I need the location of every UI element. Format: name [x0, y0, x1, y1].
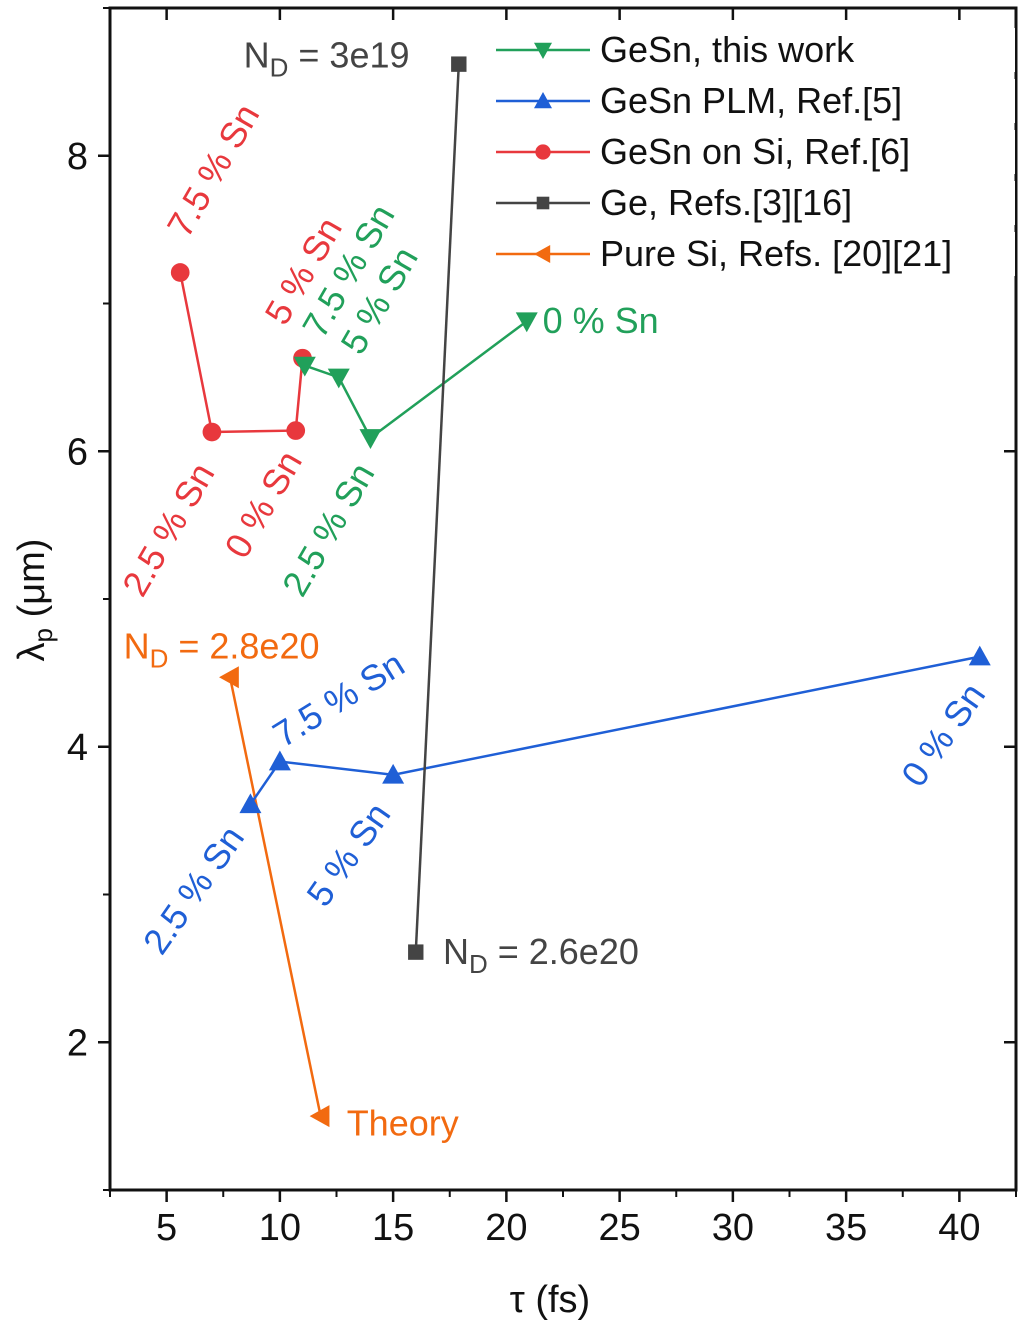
- doping-label-sub: D: [150, 643, 169, 673]
- series-line: [178, 272, 304, 434]
- series-line: [249, 655, 981, 806]
- triangle-left-marker: [534, 245, 551, 263]
- triangle-down-marker: [515, 312, 538, 333]
- legend-label: GeSn on Si, Ref.[6]: [600, 131, 910, 172]
- triangle-up-marker: [968, 645, 991, 666]
- annotation-label: 2.5 % Sn: [135, 818, 252, 961]
- legend-label: GeSn, this work: [600, 29, 855, 70]
- legend-item: Ge, Refs.[3][16]: [490, 181, 1015, 225]
- legend-item: GeSn, this work: [490, 28, 1015, 72]
- circle-marker: [170, 263, 190, 282]
- y-tick-label: 2: [67, 1022, 88, 1064]
- circle-marker: [535, 144, 551, 160]
- x-tick-label: 25: [598, 1207, 640, 1249]
- triangle-left-marker: [309, 1105, 330, 1128]
- series-line: [228, 677, 322, 1117]
- circle-marker: [202, 422, 222, 442]
- legend-label: Ge, Refs.[3][16]: [600, 182, 852, 223]
- y-tick-label: 6: [67, 431, 88, 473]
- circle-marker: [286, 421, 306, 440]
- doping-label-rest: = 2.8e20: [168, 625, 319, 666]
- series-1: [239, 645, 991, 814]
- legend-item: GeSn on Si, Ref.[6]: [490, 130, 1015, 174]
- triangle-down-marker: [534, 42, 552, 59]
- annotation-label: 7.5 % Sn: [159, 97, 268, 244]
- square-marker: [408, 944, 424, 960]
- series-4: [219, 666, 330, 1128]
- doping-label-main: N: [124, 625, 150, 666]
- x-tick-label: 40: [938, 1207, 980, 1249]
- triangle-up-marker: [268, 750, 291, 771]
- y-tick-label: 4: [67, 727, 88, 769]
- doping-label-sub: D: [469, 949, 488, 979]
- triangle-left-marker: [219, 666, 239, 689]
- triangle-up-marker: [239, 793, 262, 814]
- legend-item: GeSn PLM, Ref.[5]: [490, 79, 1015, 123]
- annotation-label: 5 % Sn: [298, 795, 398, 914]
- y-axis-label: λp (μm): [11, 539, 58, 662]
- doping-label: ND = 2.8e20: [124, 625, 320, 673]
- series-0: [293, 312, 538, 449]
- square-marker: [536, 196, 550, 210]
- triangle-up-marker: [382, 763, 405, 784]
- triangle-down-marker: [293, 356, 316, 377]
- series-3: [408, 56, 467, 960]
- series-line: [414, 64, 461, 953]
- legend-label: GeSn PLM, Ref.[5]: [600, 80, 902, 121]
- legend-label: Pure Si, Refs. [20][21]: [600, 233, 952, 274]
- x-tick-label: 10: [259, 1207, 301, 1249]
- legend-item: Pure Si, Refs. [20][21]: [490, 232, 1015, 276]
- doping-label: ND = 2.6e20: [443, 931, 639, 979]
- x-axis-label: τ (fs): [510, 1279, 590, 1321]
- annotation-label: 0 % Sn: [893, 675, 993, 794]
- x-tick-label: 30: [712, 1207, 754, 1249]
- doping-label-rest: = 3e19: [288, 34, 409, 75]
- doping-label-rest: = 2.6e20: [488, 931, 639, 972]
- annotation-label: Theory: [347, 1103, 459, 1144]
- legend: GeSn, this work GeSn PLM, Ref.[5] GeSn on …: [490, 28, 1015, 276]
- doping-label: ND = 3e19: [244, 34, 410, 82]
- triangle-down-marker: [327, 368, 350, 389]
- annotation-label: 2.5 % Sn: [114, 456, 223, 603]
- x-tick-label: 5: [156, 1207, 177, 1249]
- triangle-up-marker: [534, 92, 552, 109]
- triangle-down-marker: [359, 429, 382, 449]
- doping-label-sub: D: [270, 52, 289, 82]
- x-tick-label: 35: [825, 1207, 867, 1249]
- square-marker: [451, 56, 467, 72]
- y-tick-label: 8: [67, 136, 88, 178]
- annotation-label: 0 % Sn: [543, 300, 659, 341]
- series-line: [304, 320, 528, 440]
- x-tick-label: 20: [485, 1207, 527, 1249]
- doping-label-main: N: [244, 34, 270, 75]
- doping-label-main: N: [443, 931, 469, 972]
- x-tick-label: 15: [372, 1207, 414, 1249]
